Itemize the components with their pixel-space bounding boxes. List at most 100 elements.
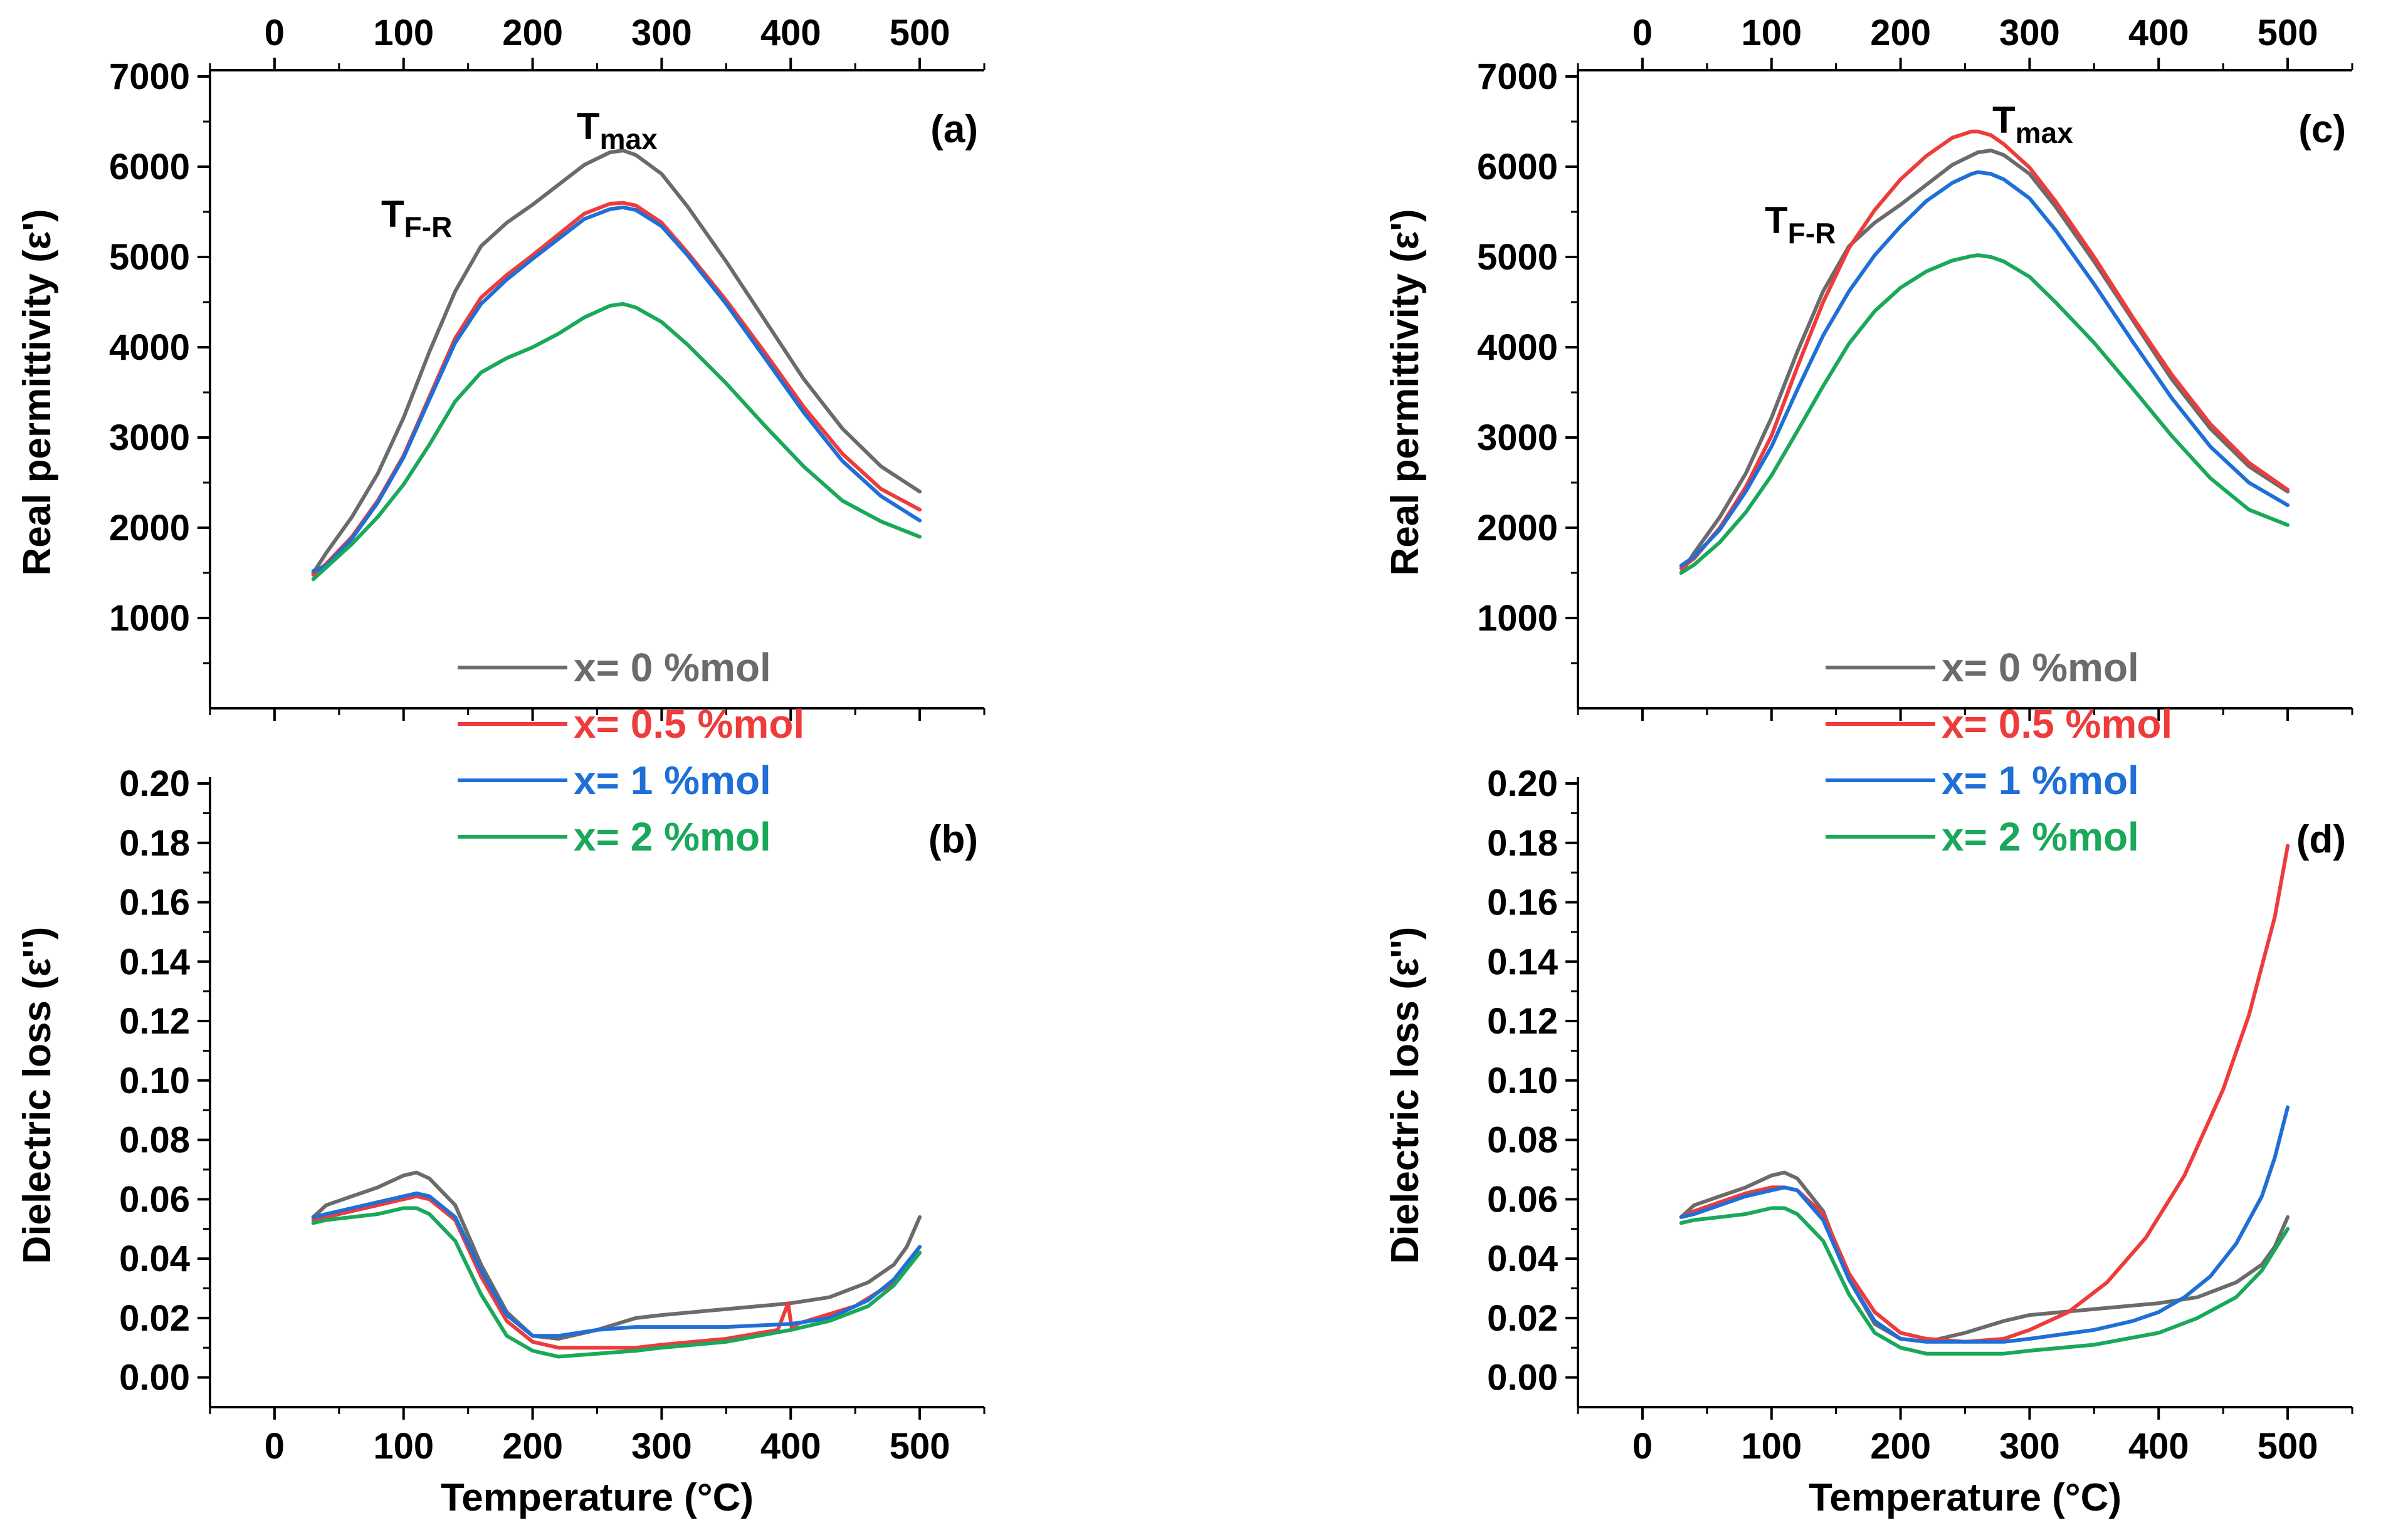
x-tick-label: 300 (631, 1426, 692, 1467)
top-x-tick-label: 100 (373, 13, 434, 53)
panel-label: (c) (2298, 108, 2346, 151)
series-line-x-1-mol (311, 205, 922, 574)
series-line-x-2-mol (311, 301, 922, 582)
y-tick-label: 0.10 (1487, 1061, 1558, 1101)
x-tick-label: 500 (890, 1426, 950, 1467)
y-tick-label: 0.00 (1487, 1358, 1558, 1398)
y-tick-label: 0.06 (1487, 1179, 1558, 1220)
top-x-tick-label: 500 (890, 13, 950, 53)
series-line-x-2-mol (311, 1206, 922, 1359)
annotation-tmax-c: Tmax (1992, 99, 2073, 149)
y-tick-label: 5000 (109, 237, 190, 278)
top-x-tick-label: 0 (265, 13, 285, 53)
legend-label-x2: x= 2 %mol (574, 814, 771, 859)
top-x-tick-label: 500 (2258, 13, 2318, 53)
x-tick-label: 200 (502, 1426, 563, 1467)
y-tick-label: 0.18 (1487, 823, 1558, 864)
y-tick-label: 0.00 (119, 1358, 190, 1398)
y-tick-label: 0.18 (119, 823, 190, 864)
y-axis-title: Dielectric loss (ε'') (1384, 927, 1427, 1264)
y-tick-label: 3000 (109, 417, 190, 458)
series-line-x-0-5-mol (311, 201, 922, 577)
x-tick-label: 400 (2128, 1426, 2189, 1467)
x-tick-label: 200 (1870, 1426, 1931, 1467)
x-tick-label: 400 (760, 1426, 821, 1467)
y-tick-label: 0.04 (119, 1239, 190, 1279)
series-line-x-1-mol (311, 1191, 922, 1338)
series-line-x-1-mol (1679, 170, 2290, 568)
panel-label: (a) (930, 108, 978, 151)
y-axis-title: Real permittivity (ε') (16, 209, 59, 575)
y-tick-label: 0.02 (1487, 1298, 1558, 1339)
y-tick-label: 4000 (109, 327, 190, 368)
x-tick-label: 300 (1999, 1426, 2060, 1467)
x-axis-title: Temperature (°C) (441, 1476, 754, 1519)
y-tick-label: 6000 (109, 147, 190, 187)
series-line-x-0-mol (311, 149, 922, 575)
y-tick-label: 0.04 (1487, 1239, 1558, 1279)
legend-right: x= 0 %mol x= 0.5 %mol x= 1 %mol x= 2 %mo… (1826, 645, 2172, 859)
top-x-tick-label: 300 (1999, 13, 2060, 53)
y-tick-label: 0.06 (119, 1179, 190, 1220)
y-tick-label: 0.02 (119, 1298, 190, 1339)
y-tick-label: 0.16 (119, 883, 190, 923)
legend-label-x0-right: x= 0 %mol (1942, 645, 2139, 690)
y-tick-label: 0.16 (1487, 883, 1558, 923)
panel-label: (b) (928, 818, 978, 861)
x-tick-label: 100 (373, 1426, 434, 1467)
top-x-tick-label: 400 (2128, 13, 2189, 53)
top-x-tick-label: 400 (760, 13, 821, 53)
top-x-tick-label: 100 (1741, 13, 1802, 53)
y-tick-label: 0.12 (119, 1001, 190, 1042)
top-x-tick-label: 200 (1870, 13, 1931, 53)
series-line-x-1-mol (1679, 1105, 2290, 1344)
legend-left: x= 0 %mol x= 0.5 %mol x= 1 %mol x= 2 %mo… (458, 645, 804, 859)
y-tick-label: 2000 (1477, 508, 1558, 548)
y-tick-label: 0.20 (1487, 763, 1558, 804)
x-tick-label: 0 (265, 1426, 285, 1467)
top-x-tick-label: 200 (502, 13, 563, 53)
legend-label-x05-right: x= 0.5 %mol (1942, 701, 2172, 746)
y-tick-label: 1000 (1477, 598, 1558, 639)
y-tick-label: 0.14 (1487, 941, 1558, 982)
y-tick-label: 0.08 (119, 1120, 190, 1161)
x-tick-label: 0 (1632, 1426, 1653, 1467)
y-tick-label: 4000 (1477, 327, 1558, 368)
x-tick-label: 500 (2258, 1426, 2318, 1467)
series-line-x-0-5-mol (1679, 129, 2290, 570)
annotation-tmax-a: Tmax (577, 105, 658, 155)
legend-label-x2-right: x= 2 %mol (1942, 814, 2139, 859)
y-tick-label: 2000 (109, 508, 190, 548)
panel-d: 0.00 0.02 0.04 0.06 0.08 0.10 0.12 0.14 0.16 0.18… (1384, 763, 2353, 1519)
legend-label-x1-right: x= 1 %mol (1942, 758, 2139, 803)
y-tick-label: 0.14 (119, 941, 190, 982)
y-tick-label: 7000 (109, 56, 190, 97)
x-tick-label: 100 (1741, 1426, 1802, 1467)
legend-label-x1: x= 1 %mol (574, 758, 771, 803)
panel-label: (d) (2296, 818, 2346, 861)
y-axis-title: Real permittivity (ε') (1384, 209, 1427, 575)
x-axis-title: Temperature (°C) (1809, 1476, 2121, 1519)
annotation-tfr-c: TF-R (1765, 199, 1836, 249)
top-x-tick-label: 300 (631, 13, 692, 53)
y-tick-label: 0.20 (119, 763, 190, 804)
y-tick-label: 7000 (1477, 56, 1558, 97)
series-line-x-0-5-mol (1679, 844, 2290, 1344)
top-x-tick-label: 0 (1632, 13, 1653, 53)
y-tick-label: 6000 (1477, 147, 1558, 187)
annotation-tfr-a: TF-R (381, 193, 452, 243)
legend-label-x0: x= 0 %mol (574, 645, 771, 690)
y-tick-label: 0.10 (119, 1061, 190, 1101)
panel-a: 1000 2000 3000 4000 5000 6000 7000 0 100 200 300 40… (16, 13, 986, 721)
series-line-x-2-mol (1679, 1206, 2290, 1356)
series-line-x-2-mol (1679, 253, 2290, 575)
panel-b: 0.00 0.02 0.04 0.06 0.08 0.10 0.12 0.14 0.16 0.18… (16, 763, 986, 1519)
y-tick-label: 3000 (1477, 417, 1558, 458)
y-tick-label: 0.12 (1487, 1001, 1558, 1042)
y-tick-label: 0.08 (1487, 1120, 1558, 1161)
y-axis-title: Dielectric loss (ε'') (16, 927, 59, 1264)
y-tick-label: 1000 (109, 598, 190, 639)
y-tick-label: 5000 (1477, 237, 1558, 278)
panel-c: 1000 2000 3000 4000 5000 6000 7000 0 100 200 300 40… (1384, 13, 2353, 721)
